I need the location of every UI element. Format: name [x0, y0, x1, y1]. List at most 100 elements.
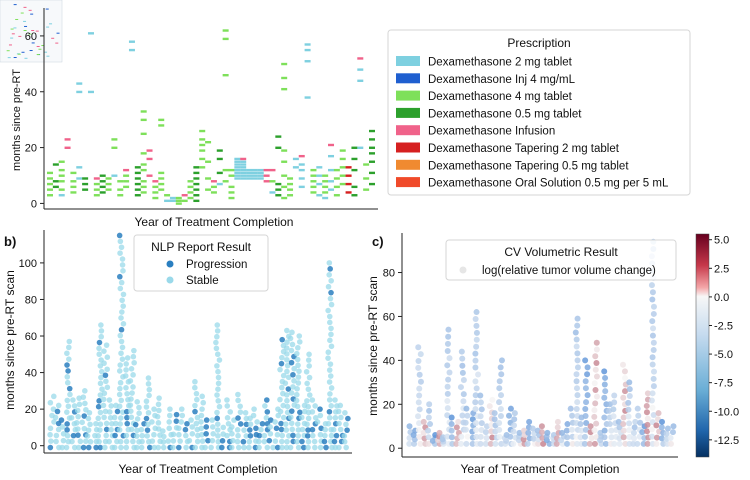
panel-b-stable-point	[327, 295, 334, 302]
panel-b-stable-point	[332, 397, 338, 403]
panel-b-stable-point	[214, 363, 220, 369]
panel-a-legend-label: Dexamethasone 0.5 mg tablet	[428, 108, 582, 120]
panel-b-progression-point	[65, 368, 71, 374]
panel-a-prescription-mark	[52, 163, 59, 166]
panel-b-stable-point	[305, 415, 312, 422]
panel-b-stable-point	[117, 250, 123, 256]
panel-b-stable-point	[69, 438, 75, 445]
thumbnail-mark	[13, 27, 17, 29]
panel-a-prescription-mark	[216, 149, 223, 152]
thumbnail-mark	[44, 51, 48, 53]
panel-b-stable-point	[229, 424, 235, 430]
panel-b-stable-point	[336, 420, 342, 427]
panel-c-volume-point	[643, 409, 650, 416]
panel-a-prescription-mark	[281, 174, 288, 177]
panel-a-prescription-mark	[281, 196, 288, 200]
panel-c-volume-point	[658, 424, 665, 431]
panel-b-stable-point	[295, 444, 302, 451]
panel-b-stable-point	[306, 374, 313, 381]
panel-b-progression-point	[114, 408, 121, 415]
panel-a-prescription-mark	[269, 191, 276, 194]
panel-b-stable-point	[235, 391, 241, 398]
panel-a-legend: Prescription Dexamethasone 2 mg tablet De…	[387, 29, 691, 196]
panel-b-stable-point	[53, 432, 60, 439]
panel-a-prescription-mark	[199, 129, 206, 133]
panel-b-progression-point	[102, 372, 109, 379]
panel-b-progression-point	[247, 433, 254, 439]
thumbnail-mark	[36, 45, 40, 47]
panel-b-stable-point	[277, 408, 284, 415]
panel-b-stable-point	[298, 414, 305, 421]
panel-a-prescription-mark	[58, 188, 65, 191]
panel-b-stable-point	[198, 419, 204, 425]
panel-c-volume-point	[478, 420, 485, 427]
panel-b-progression-point	[331, 438, 338, 445]
panel-b-stable-point	[325, 349, 332, 356]
panel-b-progression-point	[173, 411, 180, 418]
panel-b-stable-point	[247, 421, 254, 427]
panel-c-volume-point	[415, 413, 422, 420]
panel-b-stable-point	[66, 344, 72, 351]
panel-a-prescription-mark	[222, 37, 229, 41]
panel-a-legend-label: Dexamethasone Tapering 0.5 mg tablet	[428, 160, 629, 172]
panel-c-ytick-label: 20	[383, 399, 395, 411]
panel-c-volume-point	[453, 440, 460, 447]
panel-a-prescription-mark	[134, 188, 141, 191]
panel-b-ytick-label: 0	[31, 441, 37, 453]
panel-b-stable-point	[64, 379, 71, 386]
panel-b-stable-point	[214, 351, 221, 358]
panel-b-stable-point	[284, 356, 290, 363]
panel-b-stable-point	[117, 385, 123, 392]
panel-b-stable-point	[122, 373, 129, 379]
panel-b-stable-point	[100, 396, 107, 403]
panel-b-stable-point	[82, 400, 88, 407]
panel-c-volume-point	[601, 381, 608, 388]
panel-b-stable-point	[93, 420, 99, 427]
panel-a-prescription-mark	[304, 43, 311, 46]
thumbnail-mark	[36, 54, 40, 56]
panel-c-volume-point	[582, 378, 589, 385]
panel-a-prescription-mark	[181, 194, 188, 197]
panel-b-stable-point	[215, 433, 221, 439]
panel-b-stable-point	[330, 426, 337, 433]
panel-a-prescription-mark	[234, 168, 241, 172]
panel-c-volume-point	[581, 440, 588, 447]
panel-b-stable-point	[127, 408, 134, 414]
panel-b-stable-point	[285, 374, 292, 381]
panel-b-stable-point	[120, 291, 127, 298]
panel-b-stable-point	[59, 424, 66, 430]
panel-c-volume-point	[445, 376, 452, 383]
panel-a-ytick-label: 0	[31, 198, 37, 210]
panel-c-volume-point	[506, 412, 513, 419]
panel-a-prescription-mark	[64, 138, 71, 141]
panel-a-prescription-mark	[70, 171, 77, 175]
panel-c-volume-point	[637, 419, 644, 426]
panel-b-progression-point	[323, 444, 329, 451]
panel-c-volume-point	[648, 426, 655, 433]
panel-b-stable-point	[106, 397, 113, 403]
panel-a-prescription-mark	[281, 87, 288, 91]
panel-a-prescription-mark	[134, 182, 141, 186]
panel-b-stable-point	[79, 419, 85, 426]
panel-b-stable-point	[306, 363, 312, 369]
panel-c-volume-point	[574, 399, 581, 406]
panel-c-volume-point	[655, 410, 662, 417]
thumbnail-mark	[11, 33, 15, 35]
panel-b-stable-point	[192, 384, 198, 391]
panel-c-volume-point	[644, 421, 651, 428]
panel-a-prescription-mark	[76, 82, 83, 85]
panel-b-progression-point	[80, 444, 87, 451]
panel-b-stable-point	[106, 438, 112, 445]
panel-b-stable-point	[87, 438, 94, 445]
panel-b-stable-point	[192, 402, 198, 409]
panel-a-prescription-mark	[269, 168, 276, 172]
panel-c-volume-point	[578, 427, 585, 434]
thumbnail-mark	[38, 48, 42, 50]
panel-a-prescription-mark	[158, 171, 165, 175]
panel-a-prescription-mark	[134, 171, 141, 175]
panel-a-ytick-label: 20	[25, 143, 37, 155]
panel-b-stable-point	[104, 384, 111, 391]
panel-c-volume-point	[472, 392, 479, 399]
panel-b-stable-point	[200, 399, 207, 406]
panel-b-stable-point	[312, 403, 318, 409]
